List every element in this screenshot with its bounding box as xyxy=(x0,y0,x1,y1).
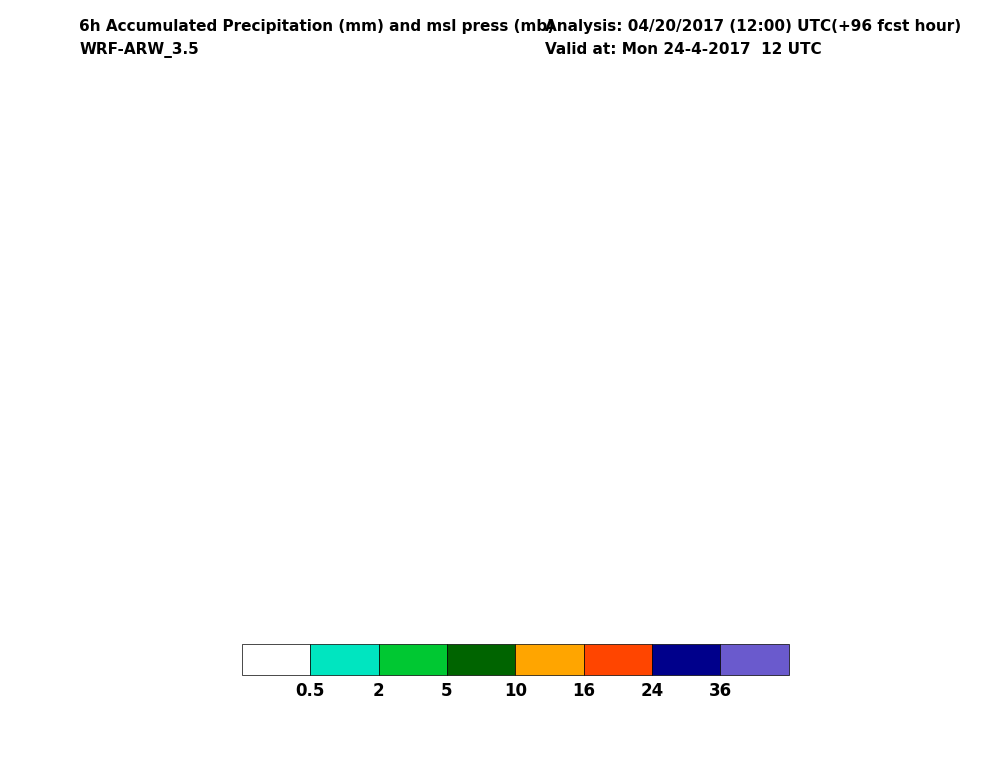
Bar xyxy=(242,644,310,675)
Text: WRF-ARW_3.5: WRF-ARW_3.5 xyxy=(79,42,199,58)
Text: 24: 24 xyxy=(640,682,664,700)
Bar xyxy=(447,644,515,675)
Text: 0.5: 0.5 xyxy=(295,682,325,700)
Bar xyxy=(652,644,720,675)
Text: 5: 5 xyxy=(441,682,453,700)
Text: 10: 10 xyxy=(503,682,527,700)
Text: 2: 2 xyxy=(373,682,385,700)
Text: 36: 36 xyxy=(709,682,731,700)
Text: Analysis: 04/20/2017 (12:00) UTC(+96 fcst hour): Analysis: 04/20/2017 (12:00) UTC(+96 fcs… xyxy=(545,19,961,35)
Text: Valid at: Mon 24-4-2017  12 UTC: Valid at: Mon 24-4-2017 12 UTC xyxy=(545,42,822,58)
Text: 16: 16 xyxy=(572,682,595,700)
Bar xyxy=(379,644,447,675)
Bar xyxy=(584,644,652,675)
Bar xyxy=(720,644,789,675)
Bar xyxy=(310,644,379,675)
Bar xyxy=(515,644,584,675)
Text: 6h Accumulated Precipitation (mm) and msl press (mb): 6h Accumulated Precipitation (mm) and ms… xyxy=(79,19,554,35)
